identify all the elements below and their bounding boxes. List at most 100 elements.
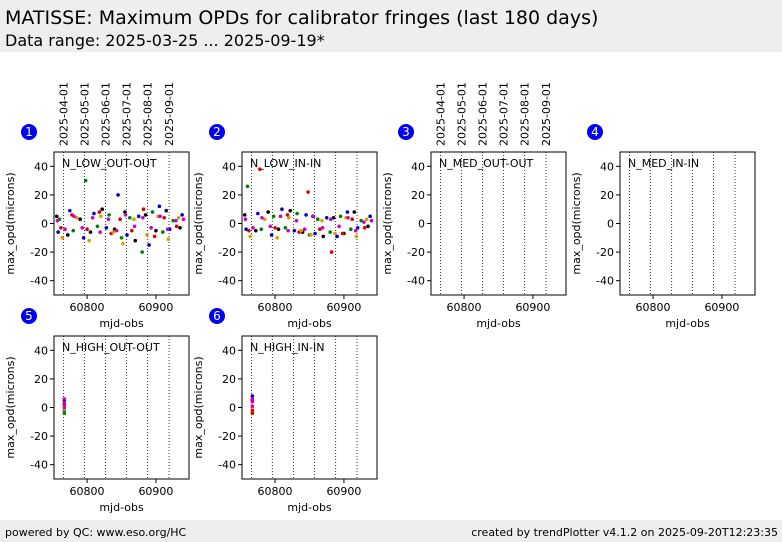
point bbox=[275, 236, 279, 240]
point bbox=[132, 224, 137, 229]
y-tick-label: -40 bbox=[596, 275, 614, 288]
y-tick-label: 0 bbox=[229, 218, 236, 231]
point bbox=[174, 218, 178, 223]
point bbox=[72, 214, 76, 219]
point bbox=[331, 215, 336, 220]
point bbox=[107, 213, 111, 217]
panel-title: N_HIGH_IN-IN bbox=[250, 341, 324, 354]
point bbox=[250, 408, 255, 413]
point bbox=[133, 238, 138, 243]
badge bbox=[209, 308, 225, 324]
subtitle: Data range: 2025-03-25 ... 2025-09-19* bbox=[5, 31, 325, 50]
y-axis-label: max_opd(microns) bbox=[4, 172, 17, 274]
point bbox=[321, 234, 326, 239]
point bbox=[56, 230, 60, 234]
point bbox=[320, 218, 324, 223]
x-axis-label: mjd-obs bbox=[287, 501, 332, 514]
y-tick-label: 40 bbox=[600, 160, 614, 173]
point bbox=[80, 225, 85, 230]
panel-title: N_MED_IN-IN bbox=[628, 157, 699, 170]
date-label: 2025-05-01 bbox=[455, 82, 468, 146]
point bbox=[359, 218, 363, 223]
point bbox=[154, 228, 158, 233]
point bbox=[288, 208, 293, 213]
y-tick-label: -20 bbox=[218, 430, 236, 443]
y-tick-label: -20 bbox=[407, 246, 425, 259]
point bbox=[253, 228, 258, 233]
point bbox=[329, 250, 334, 254]
point bbox=[145, 233, 149, 237]
point bbox=[106, 217, 111, 222]
point bbox=[166, 237, 171, 242]
point bbox=[62, 405, 67, 410]
y-tick-label: 40 bbox=[34, 160, 48, 173]
footer-right: created by trendPlotter v4.1.2 on 2025-0… bbox=[471, 526, 778, 539]
point bbox=[345, 210, 350, 214]
y-tick-label: 40 bbox=[411, 160, 425, 173]
point bbox=[104, 225, 109, 230]
y-axis-label: max_opd(microns) bbox=[192, 172, 205, 274]
point bbox=[283, 225, 288, 230]
point bbox=[350, 217, 355, 222]
point bbox=[164, 208, 169, 213]
x-tick-label: 60900 bbox=[515, 301, 550, 314]
date-label: 2025-04-01 bbox=[435, 82, 448, 146]
badge bbox=[21, 308, 37, 324]
point bbox=[121, 241, 125, 246]
date-label: 2025-09-01 bbox=[163, 82, 176, 146]
point bbox=[250, 411, 255, 416]
x-tick-label: 60800 bbox=[70, 301, 105, 314]
point bbox=[62, 401, 67, 406]
point bbox=[88, 230, 93, 234]
point bbox=[178, 225, 182, 230]
point bbox=[338, 214, 343, 219]
point bbox=[176, 215, 181, 220]
point bbox=[147, 243, 151, 247]
y-tick-label: -40 bbox=[30, 459, 48, 472]
date-label: 2025-09-01 bbox=[540, 82, 553, 146]
y-tick-label: -20 bbox=[218, 246, 236, 259]
footer-left: powered by QC: www.eso.org/HC bbox=[5, 526, 187, 539]
point bbox=[259, 227, 264, 232]
point bbox=[165, 227, 170, 232]
point bbox=[54, 214, 59, 219]
point bbox=[313, 231, 317, 236]
point bbox=[127, 215, 132, 220]
plot-area bbox=[241, 151, 378, 296]
y-tick-label: 20 bbox=[34, 373, 48, 386]
point bbox=[123, 210, 127, 214]
point bbox=[78, 217, 82, 222]
point bbox=[337, 224, 341, 229]
point bbox=[285, 213, 290, 217]
point bbox=[333, 231, 337, 236]
point bbox=[247, 228, 251, 233]
badge-number: 4 bbox=[591, 125, 599, 139]
plot-area bbox=[53, 151, 190, 296]
date-label: 2025-07-01 bbox=[497, 82, 510, 146]
point bbox=[130, 228, 134, 233]
point bbox=[286, 228, 290, 233]
point bbox=[181, 217, 186, 222]
y-tick-label: 20 bbox=[222, 373, 236, 386]
x-axis-label: mjd-obs bbox=[287, 317, 332, 330]
point bbox=[152, 234, 157, 239]
point bbox=[87, 238, 91, 243]
point bbox=[295, 211, 299, 216]
badge-number: 3 bbox=[402, 125, 410, 139]
point bbox=[62, 411, 67, 416]
date-label: 2025-04-01 bbox=[58, 82, 71, 146]
point bbox=[328, 230, 332, 234]
point bbox=[362, 220, 366, 224]
date-label: 2025-06-01 bbox=[100, 82, 113, 146]
point bbox=[92, 211, 96, 216]
x-axis-label: mjd-obs bbox=[99, 317, 144, 330]
point bbox=[140, 250, 144, 254]
point bbox=[81, 236, 86, 240]
date-label: 2025-06-01 bbox=[477, 82, 490, 146]
y-axis-label: max_opd(microns) bbox=[570, 172, 583, 274]
point bbox=[364, 217, 369, 222]
point bbox=[260, 215, 264, 220]
date-label: 2025-08-01 bbox=[519, 82, 532, 146]
plot-area bbox=[430, 151, 567, 296]
